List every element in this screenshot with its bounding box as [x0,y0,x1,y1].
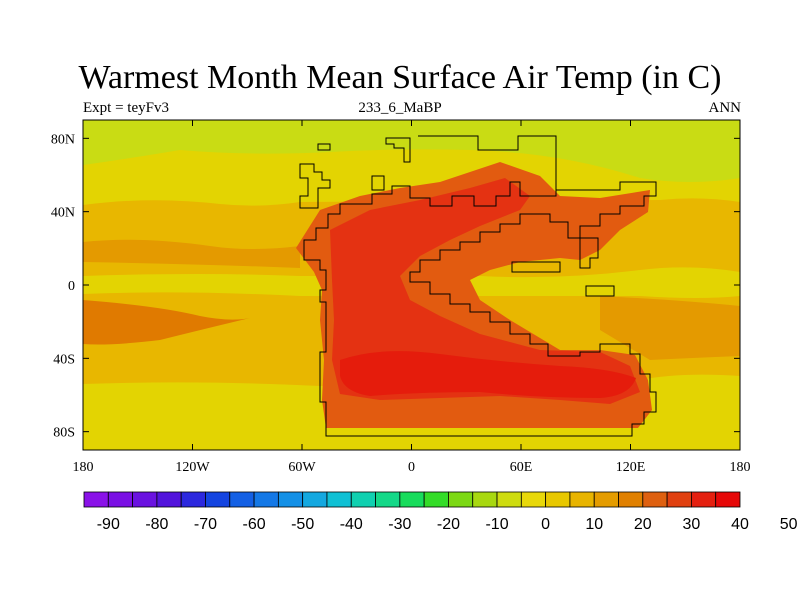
colorbar-label: -90 [97,516,120,533]
colorbar: -90 -80 -70 -60 -50 -40 -30 -20 -10 0 10 20 30 40 50 [83,491,798,533]
colorbar-label: -30 [388,516,411,533]
age-label: 233_6_MaBP [358,100,442,116]
north-polar-cool-band [83,120,740,182]
colorbar-swatch [496,491,522,508]
colorbar-swatch [399,491,425,508]
axis-ticks: 180 120W 60W 0 60E 120E 180 80N 40N 0 40S 80S [51,120,751,475]
map-title: Warmest Month Mean Surface Air Temp (in … [78,59,722,96]
colorbar-swatch [448,491,474,508]
colorbar-label: 30 [683,516,701,533]
colorbar-label: -20 [437,516,460,533]
pangaea-coastline [303,181,657,437]
colorbar-swatch [472,491,498,508]
colorbar-swatch [205,491,231,508]
x-tick-label: 120E [616,460,646,475]
x-tick-label: 0 [408,460,415,475]
colorbar-swatch [666,491,692,508]
colorbar-label: 0 [541,516,550,533]
y-tick-label: 0 [68,279,75,294]
x-tick-label: 60W [288,460,316,475]
east-ocean-deep-orange-band [600,296,740,360]
x-tick-label: 180 [730,460,751,475]
colorbar-swatch [520,491,547,508]
colorbar-label: 50 [780,516,798,533]
colorbar-swatch [83,491,109,508]
y-tick-label: 80N [51,132,75,147]
colorbar-swatch [277,491,304,508]
x-tick-label: 60E [510,460,533,475]
tropical-deep-orange-band-south [83,300,250,345]
colorbar-swatch [132,491,158,508]
colorbar-label: -60 [243,516,266,533]
colorbar-swatch [593,491,619,508]
north-landmass-coastline [385,135,557,197]
colorbar-swatch [350,491,376,508]
colorbar-swatch [326,491,352,508]
small-island-coastlines [299,143,615,297]
experiment-label: Expt = teyFv3 [83,100,169,116]
y-tick-label: 40S [53,352,75,367]
colorbar-swatch [691,491,717,508]
colorbar-swatch [107,491,133,508]
colorbar-label: 20 [634,516,652,533]
colorbar-swatch [423,491,449,508]
colorbar-swatch [156,491,182,508]
pangaea-land-hot [330,178,640,404]
colorbar-swatch [545,491,571,508]
colorbar-swatch [302,491,328,508]
colorbar-label: -70 [194,516,217,533]
colorbar-swatch [715,491,741,508]
season-label: ANN [708,100,742,116]
temperature-field [83,120,740,450]
tropical-deep-orange-band-north [83,239,300,268]
colorbar-label: -10 [485,516,508,533]
x-tick-label: 180 [73,460,94,475]
colorbar-swatch [642,491,668,508]
colorbar-label: -50 [291,516,314,533]
y-tick-label: 80S [53,426,75,441]
colorbar-swatch [375,491,401,508]
colorbar-label: 10 [585,516,603,533]
colorbar-swatch [229,491,255,508]
colorbar-swatch [618,491,644,508]
colorbar-swatch [253,491,279,508]
y-tick-label: 40N [51,206,75,221]
southern-pangaea-hot-core [340,351,636,398]
colorbar-label: -80 [145,516,168,533]
colorbar-swatch [569,491,595,508]
colorbar-label: -40 [340,516,363,533]
colorbar-swatch [180,491,206,508]
x-tick-label: 120W [175,460,210,475]
colorbar-label: 40 [731,516,749,533]
